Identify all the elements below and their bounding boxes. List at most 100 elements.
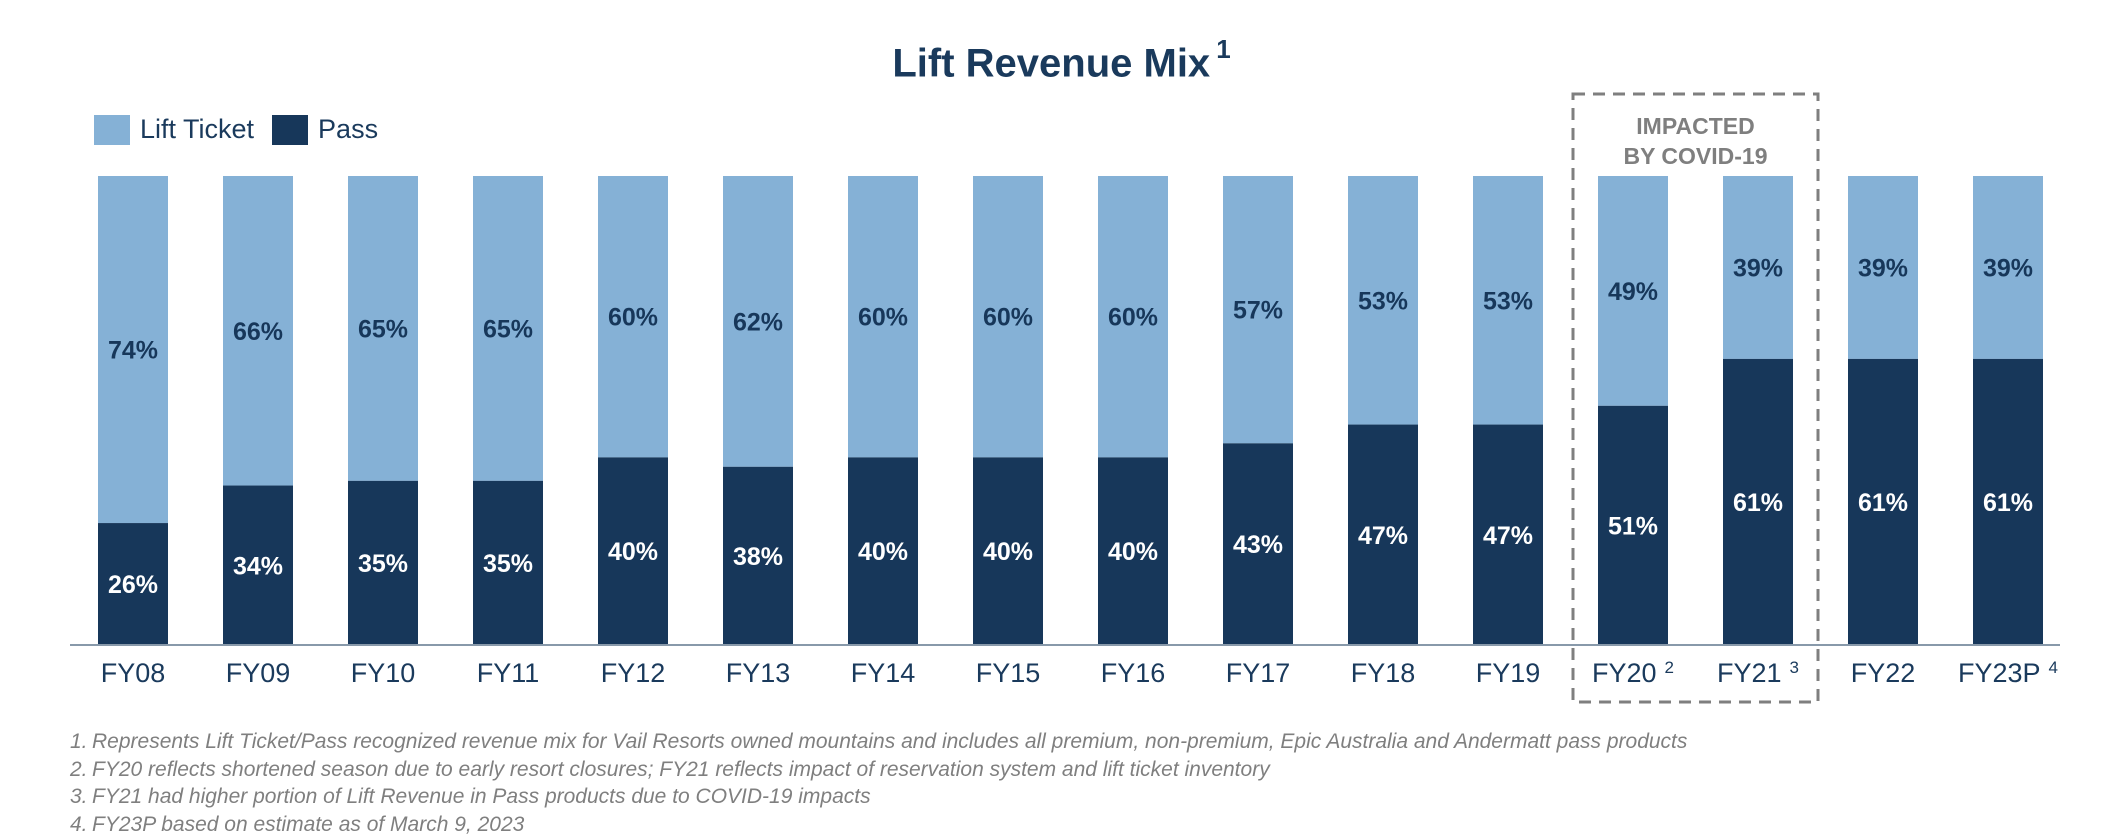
x-tick-label-fy23p: FY23P 4 <box>1958 658 2058 688</box>
chart-plot: 74% 26% FY08 66% 34% FY09 65% 35% FY10 65% 35% FY11… <box>70 92 2060 704</box>
bar-lift-ticket-fy16 <box>1098 176 1168 458</box>
x-tick-label-fy21: FY21 3 <box>1717 658 1799 688</box>
data-label-pass-fy17: 43% <box>1233 531 1283 559</box>
bar-pass-fy22 <box>1848 358 1918 645</box>
bar-pass-fy20 <box>1598 405 1668 645</box>
bar-lift-ticket-fy21 <box>1723 176 1793 359</box>
data-label-lift-ticket-fy08: 74% <box>108 337 158 365</box>
bar-pass-fy09 <box>223 485 293 645</box>
data-label-lift-ticket-fy09: 66% <box>233 318 283 346</box>
bar-pass-fy19 <box>1473 424 1543 645</box>
x-tick-footnote-fy21: 3 <box>1790 658 1799 677</box>
x-tick-footnote-fy23p: 4 <box>2049 658 2058 677</box>
x-tick-label-fy18: FY18 <box>1351 658 1416 688</box>
data-label-pass-fy16: 40% <box>1108 538 1158 566</box>
legend-item-lift-ticket: Lift Ticket <box>94 114 254 145</box>
x-tick-label-fy15: FY15 <box>976 658 1041 688</box>
data-label-pass-fy21: 61% <box>1733 489 1783 517</box>
data-label-pass-fy19: 47% <box>1483 522 1533 550</box>
x-tick-label-fy16: FY16 <box>1101 658 1166 688</box>
chart-title-text: Lift Revenue Mix <box>892 41 1211 86</box>
data-label-lift-ticket-fy17: 57% <box>1233 297 1283 325</box>
chart-title-footnote-mark: 1 <box>1216 34 1231 64</box>
footnote-3: 3. FY21 had higher portion of Lift Revenu… <box>70 785 871 808</box>
footnote-1: 1. Represents Lift Ticket/Pass recognized… <box>70 730 1688 753</box>
footnote-2: 2. FY20 reflects shortened season due to … <box>70 757 1270 781</box>
x-tick-label-fy20: FY20 2 <box>1592 658 1674 688</box>
data-label-pass-fy13: 38% <box>733 543 783 571</box>
bar-pass-fy14 <box>848 457 918 645</box>
bar-lift-ticket-fy22 <box>1848 176 1918 359</box>
bar-lift-ticket-fy08 <box>98 176 168 524</box>
legend-item-pass: Pass <box>272 114 378 145</box>
data-label-pass-fy10: 35% <box>358 550 408 578</box>
data-label-lift-ticket-fy10: 65% <box>358 315 408 343</box>
bar-lift-ticket-fy19 <box>1473 176 1543 425</box>
data-label-pass-fy14: 40% <box>858 538 908 566</box>
covid-label-line-1: IMPACTED <box>1636 113 1754 139</box>
bar-lift-ticket-fy10 <box>348 176 418 481</box>
x-tick-label-fy10: FY10 <box>351 658 416 688</box>
data-label-pass-fy23p: 61% <box>1983 489 2033 517</box>
x-tick-label-fy11: FY11 <box>477 658 540 688</box>
bar-lift-ticket-fy15 <box>973 176 1043 458</box>
bar-lift-ticket-fy12 <box>598 176 668 458</box>
bar-pass-fy11 <box>473 480 543 645</box>
legend-label-pass: Pass <box>318 114 379 144</box>
bar-lift-ticket-fy20 <box>1598 176 1668 406</box>
bar-lift-ticket-fy14 <box>848 176 918 458</box>
data-label-pass-fy18: 47% <box>1358 522 1408 550</box>
x-tick-footnote-fy20: 2 <box>1665 658 1674 677</box>
bar-pass-fy17 <box>1223 443 1293 645</box>
data-label-lift-ticket-fy23p: 39% <box>1983 254 2033 282</box>
covid-highlight-box <box>1571 92 1820 704</box>
data-label-pass-fy12: 40% <box>608 538 658 566</box>
data-label-lift-ticket-fy13: 62% <box>733 308 783 336</box>
bar-lift-ticket-fy23p <box>1973 176 2043 359</box>
x-tick-label-fy12: FY12 <box>601 658 666 688</box>
legend-swatch-pass <box>272 114 309 145</box>
data-label-lift-ticket-fy18: 53% <box>1358 287 1408 315</box>
x-tick-label-fy17: FY17 <box>1226 658 1291 688</box>
data-label-lift-ticket-fy15: 60% <box>983 304 1033 332</box>
x-tick-label-fy08: FY08 <box>101 658 166 688</box>
bar-lift-ticket-fy18 <box>1348 176 1418 425</box>
chart-title: Lift Revenue Mix 1 <box>0 34 2123 86</box>
x-tick-label-fy22: FY22 <box>1851 658 1916 688</box>
bar-pass-fy13 <box>723 466 793 645</box>
x-tick-label-fy13: FY13 <box>726 658 791 688</box>
bar-pass-fy12 <box>598 457 668 645</box>
data-label-lift-ticket-fy16: 60% <box>1108 304 1158 332</box>
bar-lift-ticket-fy09 <box>223 176 293 486</box>
bar-pass-fy15 <box>973 457 1043 645</box>
data-label-pass-fy09: 34% <box>233 552 283 580</box>
data-label-pass-fy22: 61% <box>1858 489 1908 517</box>
data-label-pass-fy15: 40% <box>983 538 1033 566</box>
data-label-lift-ticket-fy11: 65% <box>483 315 533 343</box>
covid-label-line-2: BY COVID-19 <box>1623 143 1767 169</box>
data-label-lift-ticket-fy22: 39% <box>1858 254 1908 282</box>
bar-pass-fy23p <box>1973 358 2043 645</box>
data-label-pass-fy08: 26% <box>108 571 158 599</box>
data-label-pass-fy20: 51% <box>1608 512 1658 540</box>
data-label-pass-fy11: 35% <box>483 550 533 578</box>
data-label-lift-ticket-fy12: 60% <box>608 304 658 332</box>
bar-pass-fy21 <box>1723 358 1793 645</box>
x-tick-label-fy09: FY09 <box>226 658 291 688</box>
data-label-lift-ticket-fy14: 60% <box>858 304 908 332</box>
footnote-4: 4. FY23P based on estimate as of March 9,… <box>70 812 525 836</box>
data-label-lift-ticket-fy19: 53% <box>1483 287 1533 315</box>
chart-legend: Lift Ticket Pass <box>94 114 396 145</box>
bar-pass-fy16 <box>1098 457 1168 645</box>
x-tick-label-fy19: FY19 <box>1476 658 1541 688</box>
x-tick-label-fy14: FY14 <box>851 658 916 688</box>
bar-pass-fy18 <box>1348 424 1418 645</box>
bar-pass-fy08 <box>98 523 168 645</box>
legend-label-lift-ticket: Lift Ticket <box>140 114 255 144</box>
bar-lift-ticket-fy13 <box>723 176 793 467</box>
bar-pass-fy10 <box>348 480 418 645</box>
bar-lift-ticket-fy11 <box>473 176 543 481</box>
data-label-lift-ticket-fy21: 39% <box>1733 254 1783 282</box>
bar-lift-ticket-fy17 <box>1223 176 1293 444</box>
data-label-lift-ticket-fy20: 49% <box>1608 278 1658 306</box>
